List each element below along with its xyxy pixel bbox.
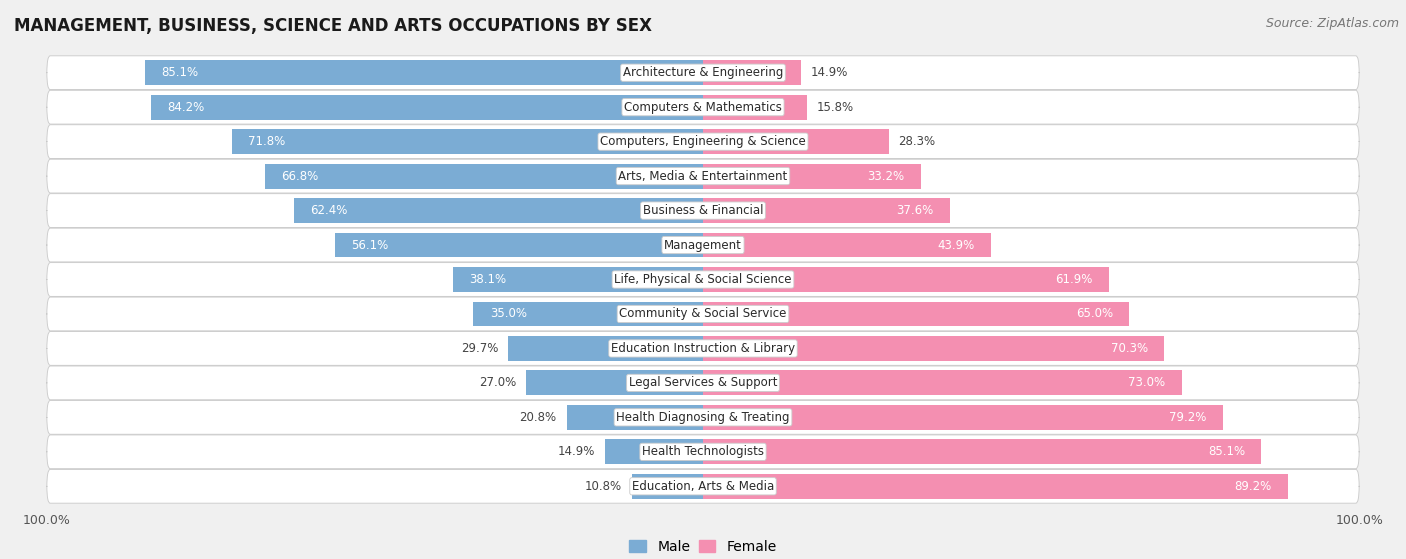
Text: Arts, Media & Entertainment: Arts, Media & Entertainment: [619, 169, 787, 183]
Text: 70.3%: 70.3%: [1111, 342, 1147, 355]
Text: Source: ZipAtlas.com: Source: ZipAtlas.com: [1265, 17, 1399, 30]
Text: Education, Arts & Media: Education, Arts & Media: [631, 480, 775, 493]
Text: 85.1%: 85.1%: [162, 66, 198, 79]
Text: 84.2%: 84.2%: [167, 101, 204, 113]
FancyBboxPatch shape: [46, 400, 1360, 434]
Bar: [567, 405, 703, 430]
Bar: [703, 267, 1109, 292]
Text: 29.7%: 29.7%: [461, 342, 498, 355]
Text: 27.0%: 27.0%: [479, 376, 516, 390]
Bar: [703, 198, 949, 223]
FancyBboxPatch shape: [46, 297, 1360, 331]
Text: 28.3%: 28.3%: [898, 135, 935, 148]
Text: 37.6%: 37.6%: [896, 204, 934, 217]
Bar: [633, 474, 703, 499]
Bar: [474, 301, 703, 326]
Text: 89.2%: 89.2%: [1234, 480, 1272, 493]
Text: Education Instruction & Library: Education Instruction & Library: [612, 342, 794, 355]
FancyBboxPatch shape: [46, 56, 1360, 89]
FancyBboxPatch shape: [46, 331, 1360, 366]
Text: Community & Social Service: Community & Social Service: [619, 307, 787, 320]
Text: 85.1%: 85.1%: [1208, 446, 1244, 458]
Text: 71.8%: 71.8%: [249, 135, 285, 148]
Bar: [605, 439, 703, 464]
Bar: [703, 336, 1164, 361]
Text: 56.1%: 56.1%: [352, 239, 388, 252]
Text: Health Technologists: Health Technologists: [643, 446, 763, 458]
Bar: [703, 95, 807, 120]
Text: 66.8%: 66.8%: [281, 169, 318, 183]
Text: MANAGEMENT, BUSINESS, SCIENCE AND ARTS OCCUPATIONS BY SEX: MANAGEMENT, BUSINESS, SCIENCE AND ARTS O…: [14, 17, 652, 35]
Text: 15.8%: 15.8%: [817, 101, 853, 113]
Text: 65.0%: 65.0%: [1076, 307, 1114, 320]
Text: Health Diagnosing & Treating: Health Diagnosing & Treating: [616, 411, 790, 424]
Text: Business & Financial: Business & Financial: [643, 204, 763, 217]
Text: Management: Management: [664, 239, 742, 252]
Text: 43.9%: 43.9%: [938, 239, 974, 252]
Text: 62.4%: 62.4%: [309, 204, 347, 217]
Text: 38.1%: 38.1%: [470, 273, 506, 286]
Bar: [232, 129, 703, 154]
Text: Computers & Mathematics: Computers & Mathematics: [624, 101, 782, 113]
FancyBboxPatch shape: [46, 159, 1360, 193]
Text: 33.2%: 33.2%: [868, 169, 904, 183]
Bar: [150, 95, 703, 120]
Bar: [264, 164, 703, 188]
Text: 20.8%: 20.8%: [520, 411, 557, 424]
FancyBboxPatch shape: [46, 91, 1360, 124]
Text: 14.9%: 14.9%: [811, 66, 848, 79]
FancyBboxPatch shape: [46, 366, 1360, 400]
Text: 10.8%: 10.8%: [585, 480, 623, 493]
Text: 73.0%: 73.0%: [1129, 376, 1166, 390]
Bar: [703, 439, 1261, 464]
Bar: [294, 198, 703, 223]
Text: 79.2%: 79.2%: [1168, 411, 1206, 424]
Text: 14.9%: 14.9%: [558, 446, 595, 458]
Text: Computers, Engineering & Science: Computers, Engineering & Science: [600, 135, 806, 148]
FancyBboxPatch shape: [46, 125, 1360, 159]
Bar: [703, 371, 1182, 395]
Bar: [335, 233, 703, 258]
Bar: [508, 336, 703, 361]
Bar: [703, 129, 889, 154]
Legend: Male, Female: Male, Female: [627, 537, 779, 557]
Bar: [703, 474, 1288, 499]
Text: 35.0%: 35.0%: [489, 307, 527, 320]
Text: Architecture & Engineering: Architecture & Engineering: [623, 66, 783, 79]
FancyBboxPatch shape: [46, 193, 1360, 228]
Text: 61.9%: 61.9%: [1056, 273, 1092, 286]
Text: Life, Physical & Social Science: Life, Physical & Social Science: [614, 273, 792, 286]
Bar: [145, 60, 703, 85]
Bar: [703, 405, 1223, 430]
Bar: [526, 371, 703, 395]
Bar: [703, 301, 1129, 326]
FancyBboxPatch shape: [46, 435, 1360, 468]
Bar: [703, 164, 921, 188]
Bar: [453, 267, 703, 292]
FancyBboxPatch shape: [46, 228, 1360, 262]
FancyBboxPatch shape: [46, 263, 1360, 296]
Bar: [703, 233, 991, 258]
FancyBboxPatch shape: [46, 470, 1360, 503]
Bar: [703, 60, 801, 85]
Text: Legal Services & Support: Legal Services & Support: [628, 376, 778, 390]
